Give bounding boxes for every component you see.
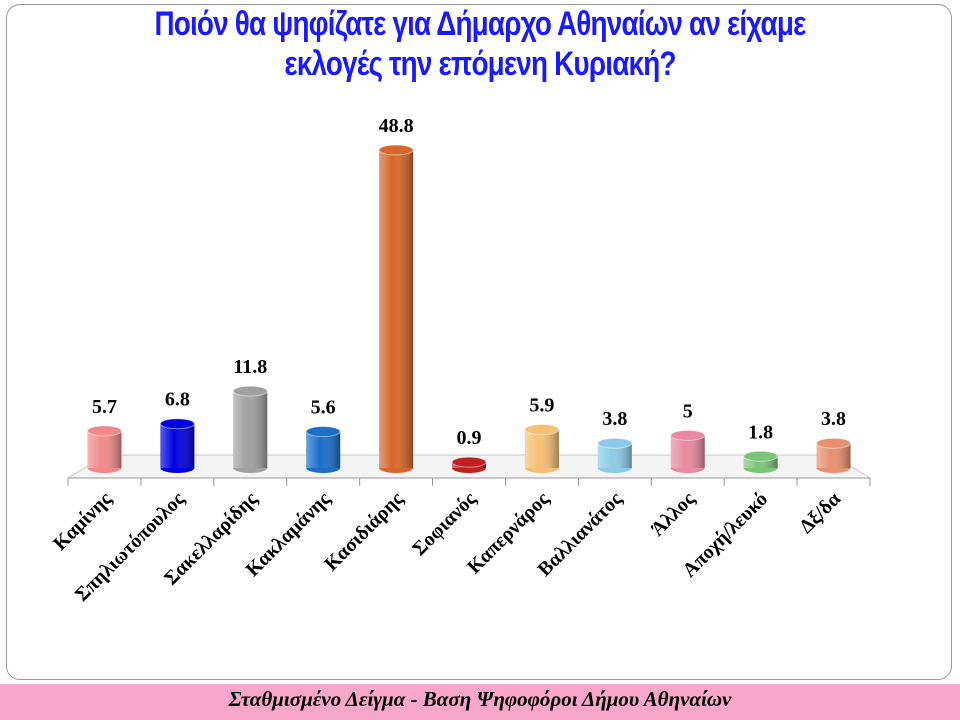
x-tick-label: Σοφιανός (408, 488, 481, 561)
bar (232, 385, 268, 473)
bar-shade (379, 150, 414, 468)
value-label: 6.8 (165, 389, 190, 411)
value-label: 1.8 (748, 421, 773, 443)
bar-top (524, 424, 560, 436)
footer: Σταθμισμένο Δείγμα - Βαση Ψηφοφόροι Δήμο… (0, 684, 960, 720)
bar (451, 456, 487, 473)
bar (816, 437, 852, 473)
bar-top (597, 437, 633, 449)
value-label: 48.8 (379, 115, 414, 137)
bar (378, 144, 414, 473)
bar (743, 450, 779, 473)
bar-top (159, 418, 195, 430)
bar (524, 424, 560, 473)
bar-top (743, 450, 779, 462)
chart-title: Ποιόν θα ψηφίζατε για Δήμαρχο Αθηναίων α… (154, 5, 806, 83)
value-label: 5.7 (92, 396, 117, 418)
value-label: 3.8 (602, 408, 627, 430)
x-tick-label: Άλλος (647, 488, 700, 541)
bar-top (378, 144, 414, 156)
value-label: 3.8 (821, 408, 846, 430)
x-tick-label: Δξ/δα (795, 488, 845, 538)
bar-top (86, 425, 122, 437)
chart: 5.7Καμίνης6.8Σπηλιωτόπουλος11.8Σακελλαρί… (49, 115, 872, 606)
bar-top (305, 426, 341, 438)
bar (305, 426, 341, 473)
bar-top (451, 456, 487, 468)
bar-shade (87, 430, 122, 468)
bar-top (232, 385, 268, 397)
value-label: 5.9 (529, 395, 554, 417)
value-label: 0.9 (457, 427, 482, 449)
value-label: 5.6 (311, 397, 336, 419)
value-label: 11.8 (233, 356, 267, 378)
bar-shade (160, 423, 195, 468)
bar (670, 429, 706, 473)
bar-shade (524, 429, 559, 468)
bar-shade (233, 391, 268, 468)
x-tick-label: Καμίνης (49, 488, 116, 555)
bar-shade (306, 431, 341, 468)
x-tick-label: Κασιδιάρης (320, 488, 408, 576)
bar-top (816, 437, 852, 449)
bar (86, 425, 122, 473)
bar (159, 418, 195, 473)
frame (6, 4, 952, 680)
bar (597, 437, 633, 473)
bar-shade (743, 456, 778, 468)
bar-top (670, 429, 706, 441)
value-label: 5 (683, 400, 693, 422)
